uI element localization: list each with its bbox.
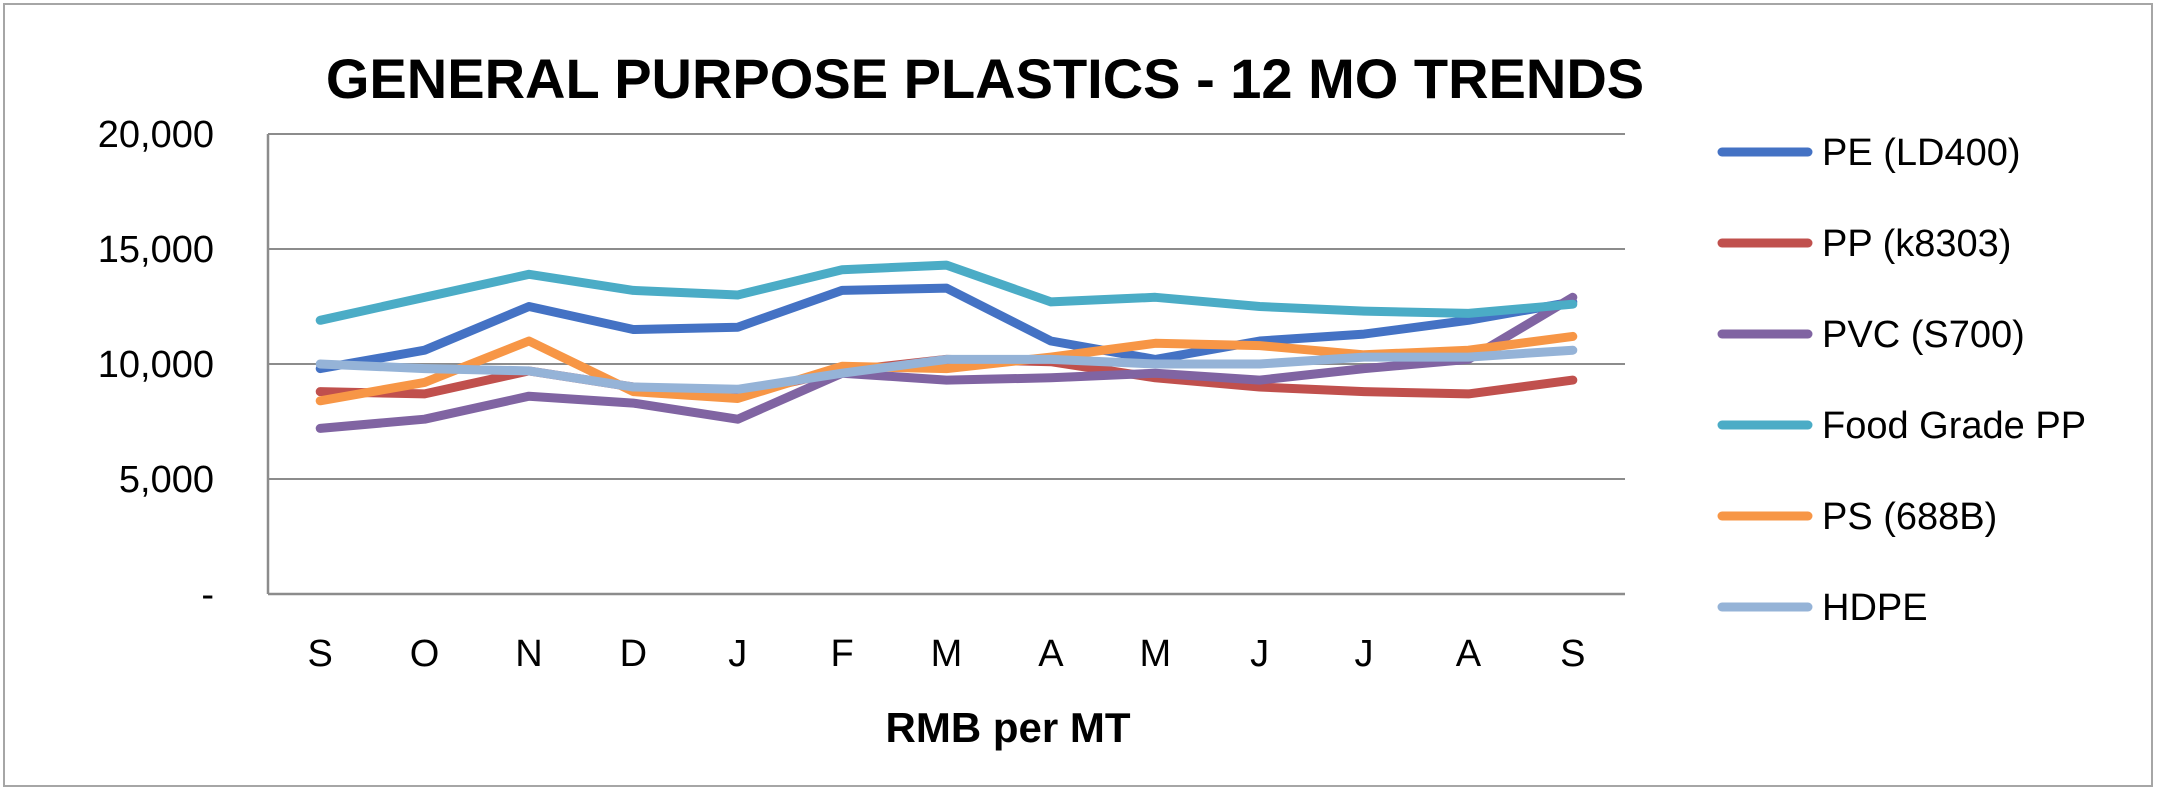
series-line-hdpe bbox=[315, 345, 1578, 394]
legend-item-hdpe: HDPE bbox=[1717, 587, 1928, 629]
y-axis-ticks: - 5,000 10,000 15,000 20,000 bbox=[98, 114, 214, 616]
series-line-pe-ld400 bbox=[315, 283, 1578, 374]
x-tick-label: J bbox=[1355, 633, 1374, 675]
legend-label: PS (688B) bbox=[1822, 496, 1997, 538]
legend-label: HDPE bbox=[1822, 587, 1928, 629]
legend-label: PE (LD400) bbox=[1822, 132, 2021, 174]
legend-item-pe-ld400: PE (LD400) bbox=[1717, 132, 2021, 174]
series-line-food-grade-pp bbox=[315, 260, 1578, 325]
legend: PE (LD400) PP (k8303) PVC (S700) Food Grade… bbox=[1717, 132, 2086, 629]
series-lines bbox=[315, 260, 1578, 433]
y-tick-label: - bbox=[201, 574, 214, 616]
x-tick-label: M bbox=[1139, 633, 1171, 675]
legend-label: Food Grade PP bbox=[1822, 405, 2086, 447]
legend-label: PP (k8303) bbox=[1822, 223, 2011, 265]
chart-title: GENERAL PURPOSE PLASTICS - 12 MO TRENDS bbox=[326, 47, 1644, 110]
x-tick-label: D bbox=[620, 633, 647, 675]
legend-item-food-grade-pp: Food Grade PP bbox=[1717, 405, 2086, 447]
series-line-pvc-s700 bbox=[315, 292, 1578, 433]
x-tick-label: S bbox=[308, 633, 333, 675]
x-tick-label: A bbox=[1456, 633, 1482, 675]
gridlines bbox=[266, 133, 1625, 596]
x-tick-label: J bbox=[1250, 633, 1269, 675]
legend-item-pvc-s700: PVC (S700) bbox=[1717, 314, 2025, 356]
x-tick-label: O bbox=[410, 633, 440, 675]
legend-item-ps-688b: PS (688B) bbox=[1717, 496, 1997, 538]
x-tick-label: S bbox=[1560, 633, 1585, 675]
x-tick-label: N bbox=[515, 633, 542, 675]
x-tick-label: M bbox=[931, 633, 963, 675]
legend-label: PVC (S700) bbox=[1822, 314, 2025, 356]
y-tick-label: 15,000 bbox=[98, 229, 214, 271]
x-axis-label: RMB per MT bbox=[886, 704, 1131, 751]
y-tick-label: 20,000 bbox=[98, 114, 214, 156]
y-tick-label: 10,000 bbox=[98, 344, 214, 386]
x-tick-label: J bbox=[728, 633, 747, 675]
x-tick-label: F bbox=[831, 633, 854, 675]
x-tick-label: A bbox=[1038, 633, 1064, 675]
legend-item-pp-k8303: PP (k8303) bbox=[1717, 223, 2011, 265]
y-tick-label: 5,000 bbox=[119, 459, 214, 501]
